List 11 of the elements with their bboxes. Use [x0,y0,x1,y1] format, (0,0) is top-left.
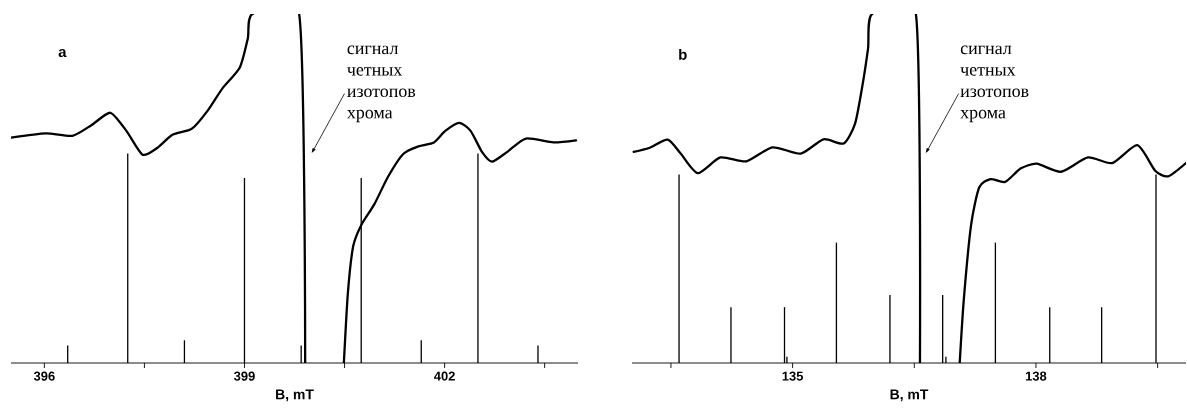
text: b [679,48,687,60]
x-axis-title: B, mT [276,389,314,402]
x-tick-label: 402 [433,371,455,381]
x-tick-label: 135 [782,371,804,381]
x-tick-label: 396 [33,371,55,381]
text: a [58,48,67,58]
x-tick-label: 138 [1025,371,1047,381]
x-tick-label: 399 [233,371,255,381]
annotation: сигнал четных изотопов хрома [960,45,1029,123]
x-axis-title: B, mT [890,389,929,402]
annotation: сигнал четных изотопов хрома [347,45,416,123]
